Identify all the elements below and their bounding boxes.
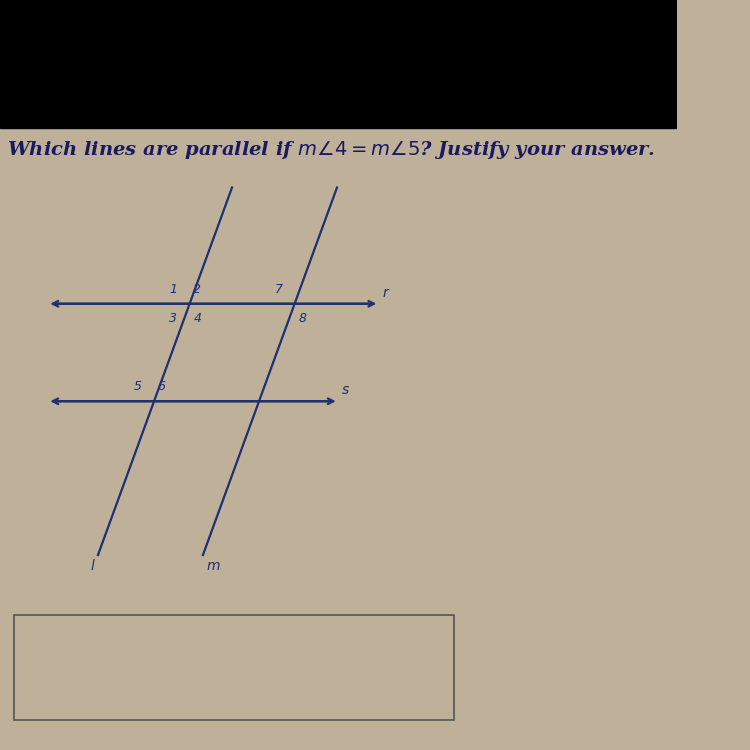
Text: m: m [206,559,220,573]
Bar [0,0,677,128]
Text: 5: 5 [134,380,142,393]
Text: Which lines are parallel if $m\angle 4 = m\angle 5$? Justify your answer.: Which lines are parallel if $m\angle 4 =… [7,139,655,160]
Text: 1: 1 [170,283,178,296]
Text: 6: 6 [158,380,166,393]
Text: 2: 2 [194,283,201,296]
Bar [13,615,454,720]
Text: 4: 4 [194,312,201,325]
Text: r: r [382,286,388,300]
Text: 3: 3 [170,312,178,325]
Text: s: s [342,383,350,398]
Text: l: l [91,559,94,573]
Text: 8: 8 [298,312,306,325]
Text: 7: 7 [274,283,283,296]
